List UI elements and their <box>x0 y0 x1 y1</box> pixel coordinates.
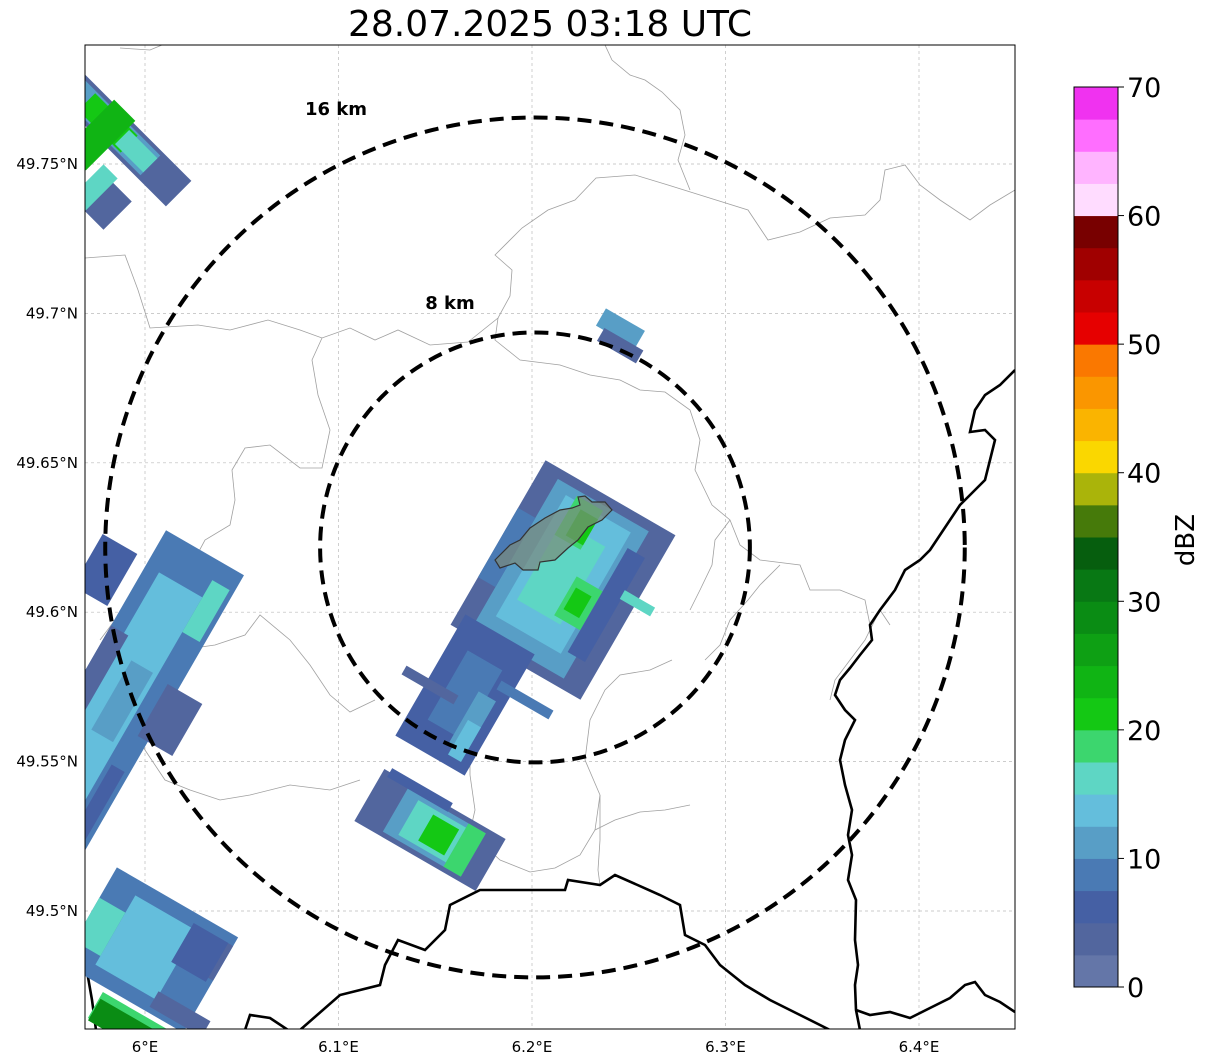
lat-tick-label: 49.55°N <box>16 753 78 771</box>
lat-tick-label: 49.6°N <box>26 603 78 621</box>
colorbar-swatch <box>1074 247 1118 281</box>
colorbar-tick-label: 0 <box>1127 973 1144 1004</box>
colorbar-tick-label: 40 <box>1127 459 1161 490</box>
lon-tick-label: 6.3°E <box>705 1038 746 1056</box>
colorbar-swatch <box>1074 697 1118 731</box>
colorbar-swatch <box>1074 826 1118 859</box>
colorbar-swatch <box>1074 344 1118 377</box>
colorbar-tick-label: 30 <box>1127 587 1161 618</box>
colorbar-swatch <box>1074 537 1118 570</box>
colorbar-swatch <box>1074 858 1118 892</box>
colorbar: 0 10 20 30 40 50 60 70 dBZ <box>1073 73 1201 1004</box>
colorbar-swatch <box>1074 601 1118 634</box>
map-frame <box>84 44 1016 1030</box>
lon-tick-label: 6.1°E <box>318 1038 359 1056</box>
radar-echoes <box>85 53 676 1029</box>
latitude-tick-labels: 49.75°N 49.7°N 49.65°N 49.6°N 49.55°N 49.5°N <box>16 155 78 920</box>
map-title: 28.07.2025 03:18 UTC <box>347 4 753 45</box>
lat-tick-label: 49.75°N <box>16 155 78 173</box>
colorbar-swatch <box>1074 922 1118 956</box>
colorbar-swatch <box>1074 119 1118 152</box>
colorbar-swatch <box>1074 408 1118 442</box>
colorbar-swatch <box>1074 183 1118 217</box>
colorbar-tick-label: 20 <box>1127 716 1161 747</box>
colorbar-swatch <box>1074 440 1118 474</box>
colorbar-swatch <box>1074 633 1118 667</box>
colorbar-swatch <box>1074 954 1118 988</box>
lat-tick-label: 49.7°N <box>26 304 78 322</box>
colorbar-tick-label: 70 <box>1127 73 1161 104</box>
colorbar-frame <box>1073 86 1119 988</box>
colorbar-swatch <box>1074 665 1118 699</box>
colorbar-swatches <box>1074 87 1118 988</box>
lat-tick-label: 49.65°N <box>16 454 78 472</box>
lon-tick-label: 6.4°E <box>899 1038 940 1056</box>
ring-label-8km: 8 km <box>425 293 475 314</box>
colorbar-swatch <box>1074 472 1118 506</box>
lon-tick-label: 6.2°E <box>512 1038 553 1056</box>
range-rings <box>103 115 967 980</box>
colorbar-tick-label: 10 <box>1127 844 1161 875</box>
colorbar-label: dBZ <box>1171 514 1201 566</box>
colorbar-swatch <box>1074 151 1118 184</box>
ring-label-16km: 16 km <box>305 99 367 120</box>
colorbar-swatch <box>1074 376 1118 409</box>
gridlines <box>85 45 1015 1029</box>
colorbar-swatch <box>1074 215 1118 249</box>
lat-tick-label: 49.5°N <box>26 902 78 920</box>
longitude-tick-labels: 6°E 6.1°E 6.2°E 6.3°E 6.4°E <box>132 1038 940 1056</box>
colorbar-swatch <box>1074 890 1118 924</box>
colorbar-tick-label: 60 <box>1127 202 1161 233</box>
range-ring <box>103 115 967 980</box>
colorbar-ticks: 0 10 20 30 40 50 60 70 <box>1118 73 1161 1004</box>
colorbar-swatch <box>1074 729 1118 763</box>
urban-area <box>494 495 613 571</box>
range-ring <box>318 330 752 765</box>
map-area: 16 km 8 km <box>84 44 1016 1030</box>
colorbar-swatch <box>1074 279 1118 313</box>
colorbar-swatch <box>1074 569 1118 602</box>
lon-tick-label: 6°E <box>132 1038 159 1056</box>
colorbar-swatch <box>1074 504 1118 538</box>
colorbar-swatch <box>1074 762 1118 795</box>
colorbar-swatch <box>1074 87 1118 120</box>
colorbar-swatch <box>1074 312 1118 345</box>
colorbar-tick-label: 50 <box>1127 330 1161 361</box>
colorbar-swatch <box>1074 794 1118 827</box>
